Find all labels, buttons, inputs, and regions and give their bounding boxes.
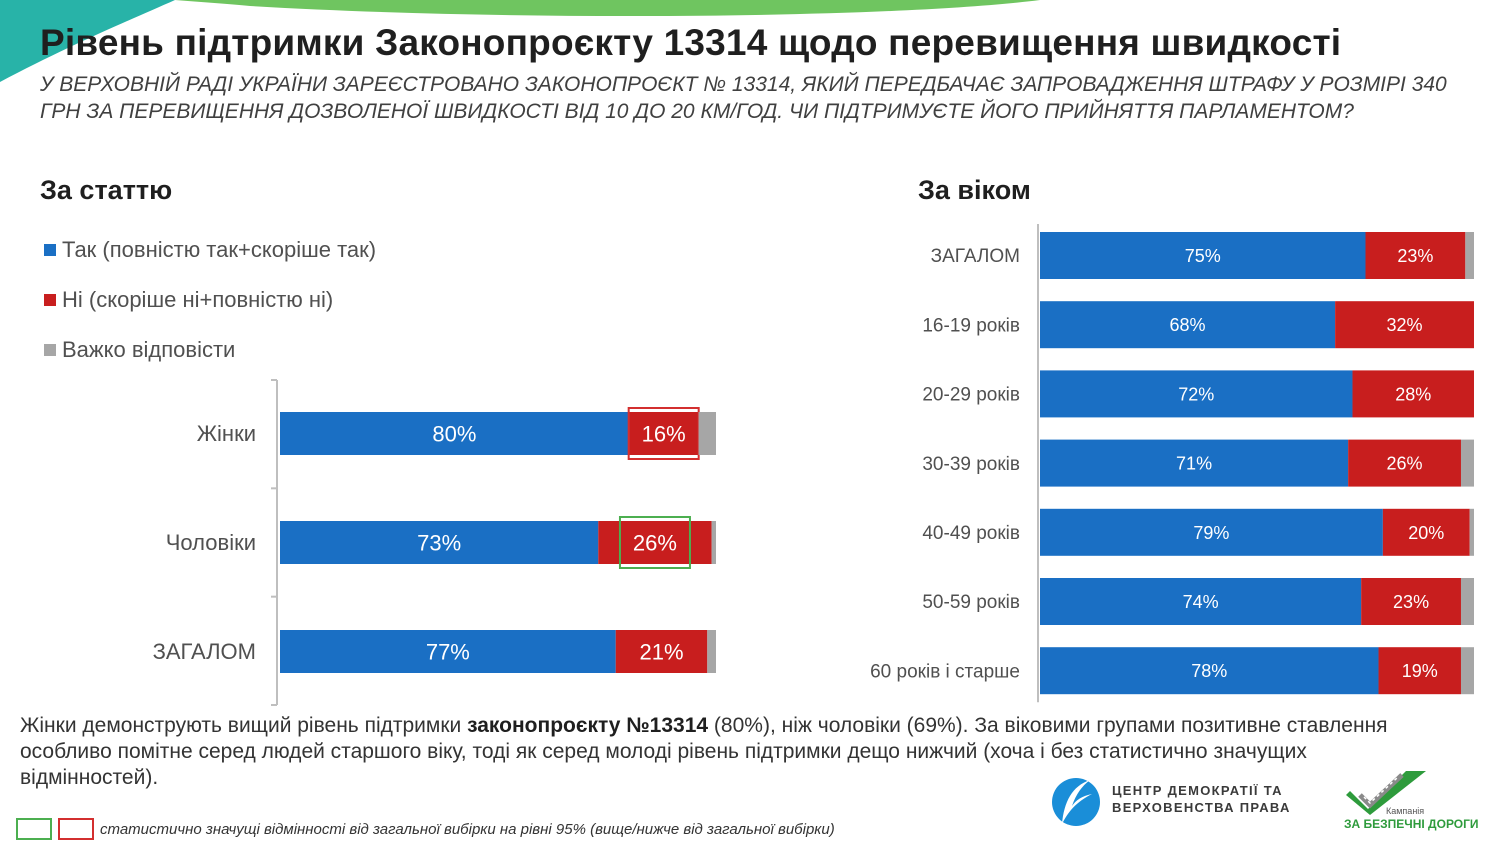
campaign-logo-big: ЗА БЕЗПЕЧНІ ДОРОГИ: [1344, 817, 1479, 831]
gender-bar-no: [598, 521, 712, 564]
significance-note: статистично значущі відмінності від зага…: [16, 818, 835, 840]
gender-bar-no: [615, 630, 708, 673]
campaign-logo: Кампанія ЗА БЕЗПЕЧНІ ДОРОГИ: [1340, 765, 1490, 835]
legend-item-no: Ні (скоріше ні+повністю ні): [44, 286, 376, 314]
age-bar-yes: [1040, 647, 1379, 695]
age-bar-no: [1348, 439, 1461, 487]
note-box-higher: [16, 818, 52, 840]
age-bar-hard-to-say: [1460, 578, 1474, 625]
age-bar-hard-to-say: [1460, 647, 1474, 695]
gender-value-label-yes: 77%: [426, 639, 470, 664]
legend-label-hard-to-say: Важко відповісти: [62, 337, 236, 362]
gender-bar-yes: [280, 412, 629, 455]
age-bar-no: [1378, 647, 1461, 695]
note-box-lower: [58, 818, 94, 840]
gender-category-label: Жінки: [197, 421, 256, 446]
age-value-label-yes: 72%: [1178, 384, 1214, 404]
legend-swatch-yes: [44, 244, 56, 256]
campaign-logo-small: Кампанія: [1386, 806, 1425, 816]
age-value-label-no: 23%: [1393, 592, 1429, 612]
age-bar-hard-to-say: [1469, 508, 1474, 556]
gender-value-label-no: 21%: [639, 639, 683, 664]
age-bar-no: [1365, 232, 1466, 279]
age-value-label-no: 26%: [1387, 454, 1423, 474]
gender-bar-hard-to-say: [698, 412, 716, 455]
gender-value-label-yes: 80%: [432, 421, 476, 446]
age-value-label-yes: 79%: [1193, 523, 1229, 543]
chart-legend: Так (повністю так+скоріше так) Ні (скорі…: [44, 236, 376, 386]
age-category-label: 16-19 років: [922, 315, 1020, 336]
gender-category-label: Чоловіки: [166, 530, 256, 555]
gender-bar-yes: [280, 630, 616, 673]
gender-value-label-no: 16%: [642, 421, 686, 446]
age-bar-yes: [1040, 370, 1353, 418]
age-value-label-yes: 75%: [1185, 246, 1221, 266]
age-value-label-no: 28%: [1395, 384, 1431, 404]
age-bar-no: [1335, 301, 1474, 349]
age-value-label-no: 20%: [1408, 523, 1444, 543]
age-bar-yes: [1040, 232, 1366, 279]
gender-bar-hard-to-say: [707, 630, 716, 673]
age-value-label-yes: 68%: [1170, 315, 1206, 335]
footer-text-bold: законопроєкту №13314: [467, 714, 709, 737]
gender-value-label-no: 26%: [633, 530, 677, 555]
note-text: статистично значущі відмінності від зага…: [100, 820, 835, 838]
age-bar-no: [1361, 578, 1461, 625]
age-value-label-no: 19%: [1402, 661, 1438, 681]
age-value-label-no: 23%: [1397, 246, 1433, 266]
footer-text-before: Жінки демонструють вищий рівень підтримк…: [20, 714, 468, 737]
teal-wave-decoration: [0, 0, 175, 82]
age-bar-hard-to-say: [1460, 439, 1474, 487]
age-bar-yes: [1040, 439, 1349, 487]
age-value-label-yes: 74%: [1183, 592, 1219, 612]
road-checkmark-icon: [1346, 771, 1426, 815]
age-value-label-no: 32%: [1387, 315, 1423, 335]
age-category-label: 60 років і старше: [870, 661, 1020, 682]
age-category-label: 30-39 років: [922, 454, 1020, 475]
header-decoration: [0, 0, 1040, 82]
survey-question: У ВЕРХОВНІЙ РАДІ УКРАЇНИ ЗАРЕЄСТРОВАНО З…: [40, 73, 1447, 123]
footer-summary: Жінки демонструють вищий рівень підтримк…: [20, 713, 1440, 791]
page-title: Рівень підтримки Законопроєкту 13314 щод…: [40, 22, 1342, 63]
age-value-label-yes: 78%: [1191, 661, 1227, 681]
footer-text-after: (80%), ніж чоловіки (69%). За віковими г…: [20, 714, 1388, 789]
age-category-label: ЗАГАЛОМ: [931, 246, 1020, 267]
gender-value-label-yes: 73%: [417, 530, 461, 555]
age-category-label: 20-29 років: [922, 385, 1020, 406]
gender-significance-box-higher: [618, 516, 691, 569]
age-category-label: 40-49 років: [922, 523, 1020, 544]
gender-bar-hard-to-say: [711, 521, 716, 564]
center-logo-text: ЦЕНТР ДЕМОКРАТІЇ ТА ВЕРХОВЕНСТВА ПРАВА: [1112, 783, 1291, 815]
green-wave-decoration: [175, 0, 1040, 17]
center-logo: ЦЕНТР ДЕМОКРАТІЇ ТА ВЕРХОВЕНСТВА ПРАВА: [1050, 772, 1310, 832]
age-category-label: 50-59 років: [922, 592, 1020, 613]
section-title-gender: За статтю: [40, 175, 173, 205]
feather-logo-icon: [1052, 778, 1100, 826]
gender-bar-no: [628, 412, 699, 455]
legend-swatch-no: [44, 294, 56, 306]
legend-item-yes: Так (повністю так+скоріше так): [44, 236, 376, 264]
legend-label-yes: Так (повністю так+скоріше так): [62, 237, 377, 262]
age-value-label-yes: 71%: [1176, 454, 1212, 474]
age-bar-yes: [1040, 301, 1336, 349]
age-bar-yes: [1040, 578, 1362, 625]
legend-swatch-hard-to-say: [44, 344, 56, 356]
gender-category-label: ЗАГАЛОМ: [153, 639, 256, 664]
gender-bar-yes: [280, 521, 599, 564]
age-bar-hard-to-say: [1465, 232, 1474, 279]
section-title-age: За віком: [918, 175, 1031, 205]
age-bar-yes: [1040, 508, 1383, 556]
age-bar-no: [1382, 508, 1470, 556]
legend-label-no: Ні (скоріше ні+повністю ні): [62, 287, 334, 312]
legend-item-hard-to-say: Важко відповісти: [44, 336, 376, 364]
age-bar-no: [1352, 370, 1474, 418]
